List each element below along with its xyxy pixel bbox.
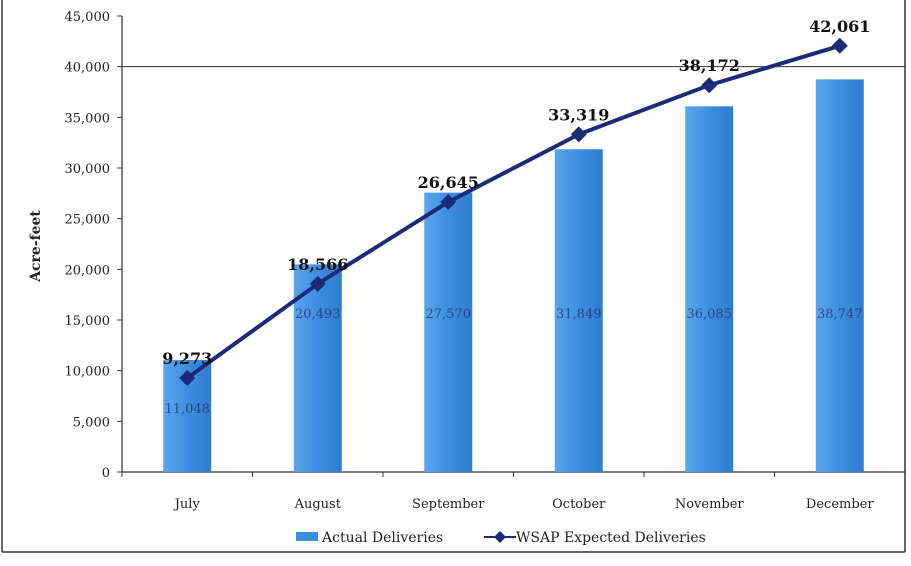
bar-data-label: 38,747 bbox=[817, 307, 863, 322]
y-tick-label: 15,000 bbox=[65, 314, 111, 329]
legend-label-wsap-expected-deliveries: WSAP Expected Deliveries bbox=[516, 530, 706, 546]
legend-label-actual-deliveries: Actual Deliveries bbox=[321, 530, 443, 546]
line-data-label: 9,273 bbox=[162, 349, 212, 368]
y-tick-label: 20,000 bbox=[65, 263, 111, 278]
bar-data-label: 36,085 bbox=[687, 307, 733, 322]
y-tick-label: 10,000 bbox=[65, 365, 111, 380]
bar bbox=[815, 79, 864, 472]
bar bbox=[685, 106, 734, 472]
y-tick-label: 30,000 bbox=[65, 162, 111, 177]
line-data-label: 42,061 bbox=[809, 17, 870, 36]
line-point bbox=[440, 193, 457, 210]
bar-data-label: 20,493 bbox=[295, 307, 341, 322]
line-point bbox=[179, 370, 196, 387]
line-data-label: 38,172 bbox=[679, 56, 740, 75]
series-line-wsap bbox=[186, 43, 841, 380]
line-point bbox=[309, 275, 326, 292]
y-tick-label: 40,000 bbox=[65, 61, 111, 76]
y-tick-label: 45,000 bbox=[65, 10, 111, 25]
legend-swatch-actual-deliveries bbox=[296, 532, 318, 541]
data-labels: 11,048 20,493 27,570 31,849 36,085 38,747 9,27… bbox=[162, 17, 870, 417]
line-data-label: 18,566 bbox=[287, 255, 348, 274]
x-tick-label: September bbox=[412, 497, 485, 512]
line-data-label: 26,645 bbox=[418, 173, 479, 192]
line-point bbox=[570, 126, 587, 143]
line-point bbox=[831, 37, 848, 54]
x-tick-label: November bbox=[675, 497, 745, 512]
line-point bbox=[701, 77, 718, 94]
y-axis-label: Acre-feet bbox=[28, 210, 44, 283]
bar bbox=[424, 192, 473, 472]
bar bbox=[293, 264, 342, 472]
bar bbox=[554, 149, 603, 472]
y-tick-label: 0 bbox=[102, 466, 110, 481]
bar-data-label: 11,048 bbox=[165, 402, 211, 417]
legend-marker-wsap bbox=[494, 531, 506, 543]
x-tick-label: October bbox=[552, 497, 606, 512]
legend: Actual Deliveries WSAP Expected Deliveri… bbox=[296, 530, 706, 546]
line-data-label: 33,319 bbox=[548, 105, 609, 124]
x-tick-label: August bbox=[294, 497, 342, 512]
line-series bbox=[179, 37, 848, 387]
x-tick-label: July bbox=[173, 497, 201, 512]
bar-data-label: 31,849 bbox=[556, 307, 602, 322]
bar-data-label: 27,570 bbox=[426, 307, 472, 322]
y-tick-label: 5,000 bbox=[73, 415, 110, 430]
x-tick-label: December bbox=[806, 497, 874, 512]
y-tick-label: 25,000 bbox=[65, 213, 111, 228]
axes: 0 5,000 10,000 15,000 20,000 25,000 30,000 35,0… bbox=[65, 10, 906, 512]
y-tick-label: 35,000 bbox=[65, 111, 111, 126]
bar-series bbox=[163, 79, 864, 472]
